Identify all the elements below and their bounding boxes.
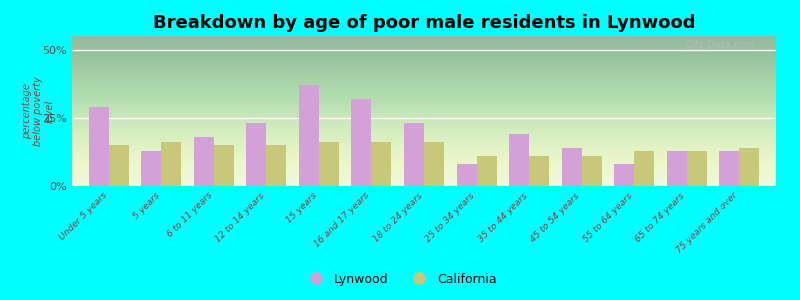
Bar bbox=[162, 142, 182, 186]
Y-axis label: percentage
below poverty
level: percentage below poverty level bbox=[22, 76, 55, 146]
Legend: Lynwood, California: Lynwood, California bbox=[298, 268, 502, 291]
Bar bbox=[89, 107, 109, 186]
Text: City-Data.com: City-Data.com bbox=[686, 40, 755, 50]
Bar bbox=[404, 123, 424, 186]
Bar bbox=[634, 151, 654, 186]
Title: Breakdown by age of poor male residents in Lynwood: Breakdown by age of poor male residents … bbox=[153, 14, 695, 32]
Bar bbox=[614, 164, 634, 186]
Bar bbox=[214, 145, 234, 186]
Bar bbox=[371, 142, 391, 186]
Bar bbox=[509, 134, 529, 186]
Bar bbox=[299, 85, 319, 186]
Bar bbox=[266, 145, 286, 186]
Bar bbox=[529, 156, 549, 186]
Bar bbox=[477, 156, 497, 186]
Bar bbox=[582, 156, 602, 186]
Bar bbox=[424, 142, 444, 186]
Bar bbox=[194, 137, 214, 186]
Bar bbox=[739, 148, 759, 186]
Bar bbox=[719, 151, 739, 186]
Bar bbox=[246, 123, 266, 186]
Bar bbox=[686, 151, 706, 186]
Bar bbox=[666, 151, 686, 186]
Bar bbox=[142, 151, 162, 186]
Bar bbox=[109, 145, 129, 186]
Bar bbox=[562, 148, 582, 186]
Bar bbox=[351, 99, 371, 186]
Bar bbox=[457, 164, 477, 186]
Bar bbox=[319, 142, 339, 186]
